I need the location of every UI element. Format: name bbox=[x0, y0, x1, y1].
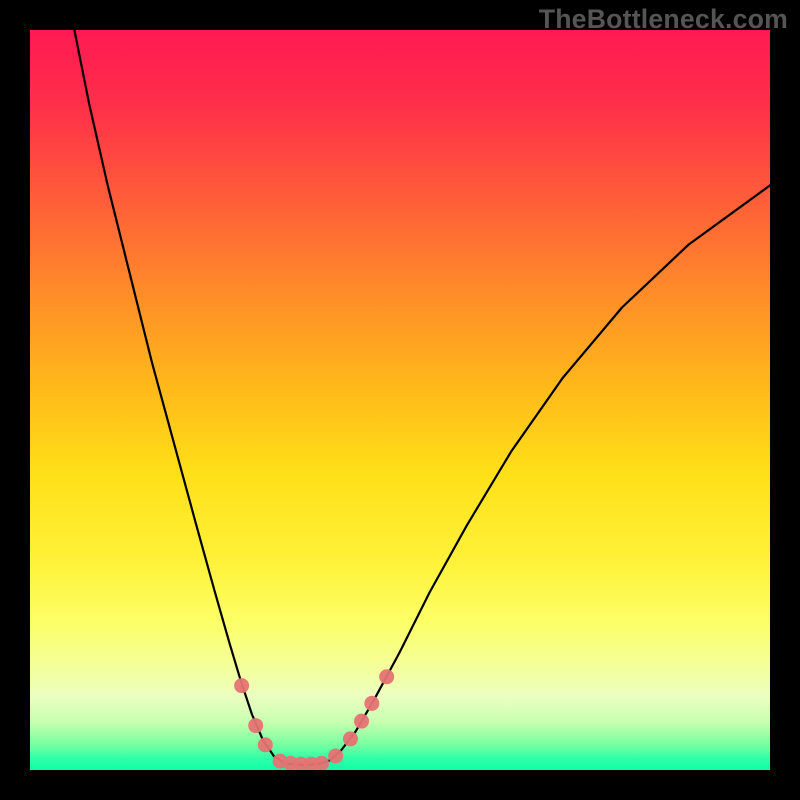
data-marker bbox=[343, 731, 358, 746]
gradient-background bbox=[30, 30, 770, 770]
data-marker bbox=[354, 714, 369, 729]
data-marker bbox=[328, 748, 343, 763]
data-marker bbox=[379, 669, 394, 684]
plot-area bbox=[30, 30, 770, 770]
data-marker bbox=[258, 737, 273, 752]
chart-svg bbox=[30, 30, 770, 770]
watermark-text: TheBottleneck.com bbox=[539, 4, 788, 35]
data-marker bbox=[248, 718, 263, 733]
chart-frame: TheBottleneck.com bbox=[0, 0, 800, 800]
data-marker bbox=[364, 696, 379, 711]
data-marker bbox=[234, 678, 249, 693]
